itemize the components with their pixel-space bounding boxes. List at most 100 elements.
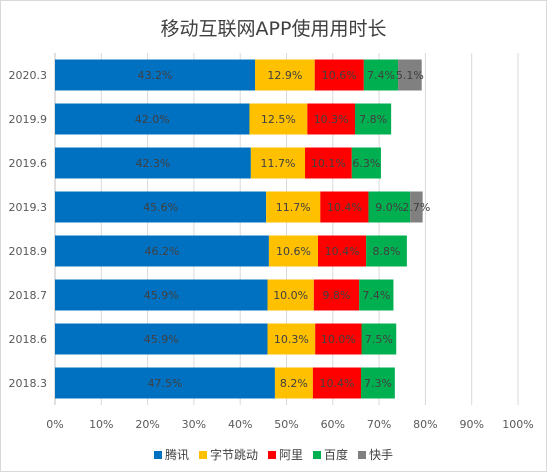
legend-swatch [267,451,276,459]
bar-segment [55,367,275,399]
data-label: 7.4% [362,289,390,302]
bar-segment [363,59,399,91]
data-label: 12.9% [267,69,302,82]
x-tick-label: 40% [228,418,252,431]
legend-label: 字节跳动 [209,448,258,462]
data-label: 10.6% [322,69,357,82]
legend-swatch [313,451,321,459]
y-tick-label: 2018.9 [9,245,48,258]
bar-segment [359,279,394,311]
bar-segment [312,367,362,399]
bar-segment [55,103,250,135]
bar-segment [267,323,316,355]
bar-segment [255,59,315,91]
bar-segment [313,279,360,311]
bar-segment [361,367,395,399]
data-label: 10.4% [319,377,354,390]
bar-segment [361,323,397,355]
y-tick-label: 2018.3 [9,377,48,390]
bar-segment [307,103,356,135]
legend-item: 快手 [358,446,393,463]
bar-segment [274,367,313,399]
bar-segment [266,191,321,223]
data-label: 10.3% [314,113,349,126]
chart-title: 移动互联网APP使用用时长 [160,18,387,40]
data-label: 46.2% [144,245,179,258]
bar-segment [55,279,268,311]
data-label: 47.5% [147,377,182,390]
x-tick-label: 10% [89,418,113,431]
data-label: 42.3% [135,157,170,170]
data-label: 9.8% [323,289,351,302]
data-label: 10.3% [274,333,309,346]
bar-segment [410,191,423,223]
x-tick-label: 50% [274,418,298,431]
legend-swatch [153,451,162,459]
x-tick-label: 90% [459,418,483,431]
y-tick-label: 2020.3 [9,69,48,82]
bar-segment [268,235,318,267]
x-tick-label: 70% [367,418,391,431]
data-label: 10.4% [327,201,362,214]
y-tick-label: 2019.6 [9,157,48,170]
x-tick-label: 60% [321,418,345,431]
legend-swatch [198,451,207,459]
legend-item: 腾讯 [153,446,189,463]
data-label: 10.4% [325,245,360,258]
bar-segment [314,59,364,91]
data-label: 5.1% [396,69,424,82]
bar-segment [317,235,367,267]
bar-segment [249,103,308,135]
bar-segment [55,235,269,267]
bar-segment [267,279,314,311]
data-label: 10.6% [276,245,311,258]
x-tick-label: 0% [46,418,63,431]
bar-segment [55,323,268,355]
data-label: 6.3% [352,157,380,170]
data-label: 10.0% [321,333,356,346]
bar-segment [355,103,392,135]
x-tick-label: 100% [502,418,533,431]
data-label: 8.2% [280,377,308,390]
y-tick-label: 2018.6 [9,333,48,346]
data-label: 42.0% [135,113,170,126]
data-label: 8.8% [373,245,401,258]
data-label: 10.0% [273,289,308,302]
bar-segment [305,147,352,179]
data-label: 45.6% [143,201,178,214]
x-tick-label: 80% [413,418,437,431]
data-label: 2.7% [402,201,430,214]
legend-swatch [358,451,367,459]
data-label: 7.3% [364,377,392,390]
legend-label: 腾讯 [164,448,189,462]
bar-segment [55,147,251,179]
data-label: 7.5% [365,333,393,346]
bar-segment [55,59,256,91]
legend-label: 快手 [369,448,394,462]
data-label: 11.7% [276,201,311,214]
legend-item: 百度 [313,446,348,463]
x-tick-label: 30% [182,418,206,431]
data-label: 45.9% [144,333,179,346]
x-tick-label: 20% [135,418,159,431]
chart-legend: 腾讯 字节跳动 阿里 百度 快手 [0,446,547,463]
legend-item: 字节跳动 [198,446,258,463]
data-label: 7.4% [367,69,395,82]
y-tick-label: 2018.7 [9,289,48,302]
bar-segment [368,191,411,223]
data-label: 11.7% [260,157,295,170]
data-label: 12.5% [261,113,296,126]
data-label: 10.1% [311,157,346,170]
bar-segment [250,147,306,179]
bar-segment [315,323,362,355]
legend-label: 百度 [324,448,349,462]
data-label: 9.0% [375,201,403,214]
data-label: 45.9% [144,289,179,302]
data-label: 43.2% [138,69,173,82]
legend-label: 阿里 [278,448,303,462]
data-label: 7.8% [359,113,387,126]
bar-segment [351,147,381,179]
bar-segment [55,191,267,223]
bar-segment [366,235,407,267]
